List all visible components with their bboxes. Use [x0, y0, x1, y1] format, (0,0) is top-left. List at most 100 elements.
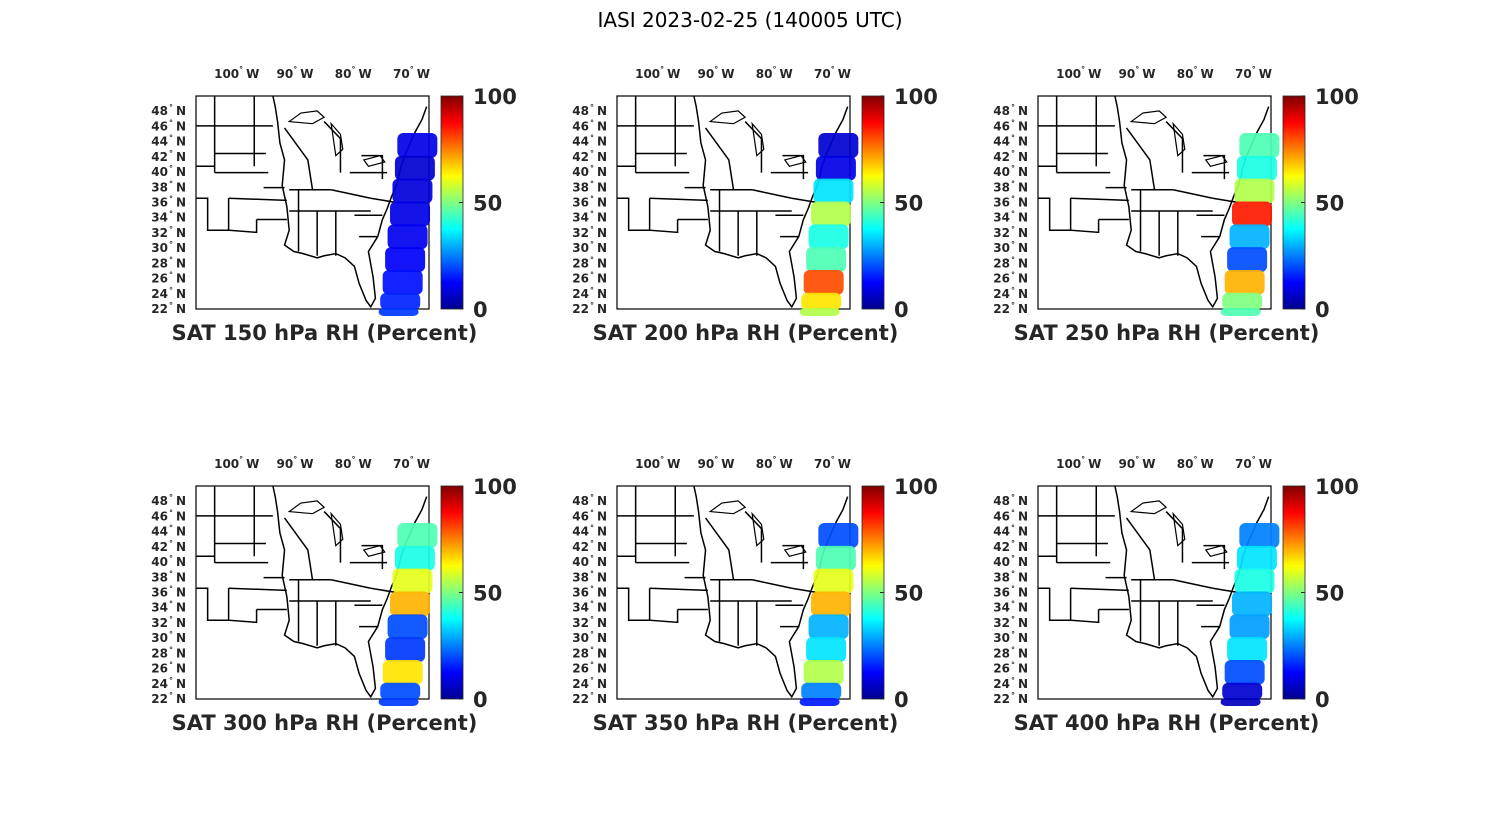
state-border — [331, 190, 371, 199]
lat-tick-label: 36° N — [572, 195, 607, 210]
lat-tick-label: 44° N — [993, 524, 1028, 539]
lon-tick-label: 100° W — [1056, 65, 1101, 81]
state-outlines — [617, 96, 848, 307]
swath-observation — [378, 308, 419, 316]
lat-tick-label: 22° N — [151, 691, 186, 706]
lon-tick-label: 100° W — [1056, 455, 1101, 471]
swath-observation — [394, 545, 435, 571]
state-border — [285, 518, 313, 580]
panel-title: SAT 250 hPa RH (Percent) — [1014, 321, 1320, 345]
colorbar-tick-label: 100 — [894, 85, 938, 109]
swath-observation — [808, 224, 849, 250]
state-border — [1166, 122, 1182, 173]
swath-observation — [1220, 698, 1261, 706]
lat-tick-label: 40° N — [151, 164, 186, 179]
colorbar-tick-label: 50 — [473, 582, 502, 606]
swath-observation — [808, 614, 849, 640]
colorbar-tick-label: 100 — [1315, 475, 1359, 499]
colorbar-tick-label: 50 — [1315, 582, 1344, 606]
lat-tick-label: 48° N — [993, 493, 1028, 508]
lake-outline — [710, 111, 745, 124]
lake-outline — [1173, 514, 1185, 546]
lat-tick-label: 40° N — [993, 164, 1028, 179]
lake-outline — [785, 546, 806, 557]
lat-tick-label: 46° N — [572, 508, 607, 523]
lat-tick-label: 32° N — [993, 225, 1028, 240]
lat-tick-label: 36° N — [993, 195, 1028, 210]
swath-observation — [378, 698, 419, 706]
state-border — [617, 588, 650, 620]
lake-outline — [752, 124, 764, 156]
lon-tick-label: 90° W — [277, 65, 314, 81]
swath-observation — [1222, 682, 1263, 700]
lat-tick-label: 32° N — [572, 615, 607, 630]
lat-tick-label: 46° N — [993, 118, 1028, 133]
lon-tick-label: 70° W — [814, 65, 851, 81]
swath-observation — [390, 201, 431, 227]
lat-tick-label: 42° N — [151, 539, 186, 554]
lon-tick-label: 80° W — [335, 65, 372, 81]
swath-observation — [818, 523, 859, 548]
lon-tick-label: 80° W — [756, 65, 793, 81]
map-panel: 100° W 90° W 80° W 70° W 22° N24° N26° N28° N30° N32°… — [572, 65, 938, 345]
map-panel: 100° W 90° W 80° W 70° W 22° N24° N26° N28° N30° N32°… — [151, 455, 517, 735]
swath-observation — [806, 637, 847, 662]
lon-tick-label: 70° W — [393, 455, 430, 471]
lake-outline — [1173, 124, 1185, 156]
swath — [378, 523, 438, 706]
lake-outline — [785, 156, 806, 167]
lon-tick-label: 80° W — [335, 455, 372, 471]
swath-observation — [397, 133, 438, 158]
lon-tick-label: 100° W — [214, 455, 259, 471]
colorbar-tick-label: 100 — [1315, 85, 1359, 109]
state-border — [617, 198, 650, 230]
colorbar-tick-label: 0 — [894, 298, 909, 322]
lat-tick-label: 44° N — [151, 524, 186, 539]
lon-tick-label: 70° W — [393, 65, 430, 81]
swath-observation — [392, 178, 433, 204]
swath-observation — [385, 247, 426, 272]
lon-tick-label: 70° W — [1235, 65, 1272, 81]
lat-tick-label: 22° N — [572, 691, 607, 706]
state-border — [1203, 546, 1224, 569]
lon-tick-label: 100° W — [635, 65, 680, 81]
lake-outline — [364, 156, 385, 167]
lat-tick-label: 30° N — [151, 630, 186, 645]
colorbar-tick-label: 100 — [473, 475, 517, 499]
lat-tick-label: 48° N — [993, 103, 1028, 118]
lat-tick-label: 28° N — [993, 645, 1028, 660]
colorbar-tick-label: 0 — [1315, 298, 1330, 322]
lat-tick-label: 24° N — [572, 676, 607, 691]
lat-tick-label: 28° N — [572, 645, 607, 660]
panels: 100° W 90° W 80° W 70° W22° N24° N26° N28° N30° N32°… — [151, 65, 1359, 735]
lat-tick-label: 38° N — [993, 569, 1028, 584]
swath-observation — [801, 292, 842, 310]
swath — [1220, 523, 1280, 706]
swath-observation — [394, 155, 435, 181]
lat-tick-label: 32° N — [151, 225, 186, 240]
swath-observation — [1236, 545, 1277, 571]
state-border — [650, 588, 678, 622]
lat-tick-label: 28° N — [151, 645, 186, 660]
swath-observation — [380, 292, 421, 310]
state-border — [324, 122, 340, 173]
swath-observation — [392, 568, 433, 594]
state-border — [650, 198, 708, 200]
state-border — [752, 580, 792, 589]
lat-tick-label: 24° N — [993, 676, 1028, 691]
lat-tick-label: 42° N — [993, 149, 1028, 164]
state-border — [196, 588, 229, 620]
lat-tick-label: 24° N — [993, 286, 1028, 301]
panel-title: SAT 200 hPa RH (Percent) — [593, 321, 899, 345]
lat-tick-label: 34° N — [151, 210, 186, 225]
lat-tick-label: 36° N — [572, 585, 607, 600]
lat-tick-label: 26° N — [572, 661, 607, 676]
lat-tick-label: 44° N — [572, 134, 607, 149]
map-panel: 100° W 90° W 80° W 70° W 22° N24° N26° N28° N30° N32°… — [993, 455, 1359, 735]
state-border — [229, 588, 287, 590]
lon-tick-label: 90° W — [277, 455, 314, 471]
swath-observation — [387, 224, 428, 250]
lat-tick-label: 40° N — [151, 554, 186, 569]
figure-title: IASI 2023-02-25 (140005 UTC) — [597, 8, 902, 32]
lat-tick-label: 34° N — [572, 210, 607, 225]
